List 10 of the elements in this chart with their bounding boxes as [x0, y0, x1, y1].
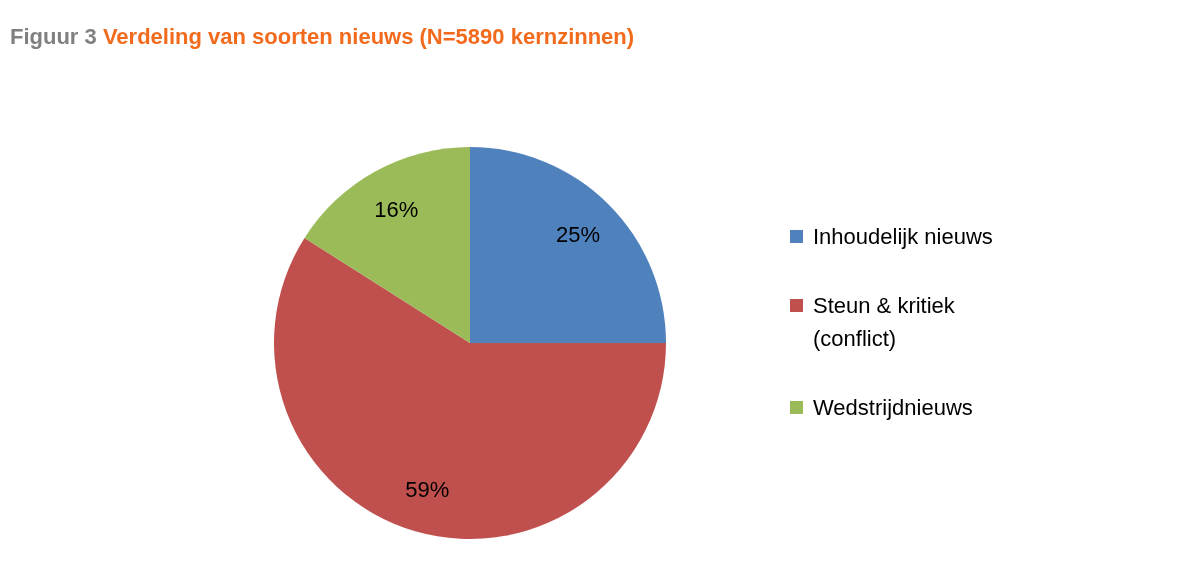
legend-label: Inhoudelijk nieuws: [813, 223, 994, 251]
pie-slice: [304, 147, 470, 343]
data-label: 16%: [374, 196, 419, 222]
legend-label: Wedstrijdnieuws: [813, 394, 974, 422]
chart-subtitle: Verdeling van soorten nieuws (N=5890 kernzinnen): [102, 24, 635, 49]
data-label: 59%: [405, 477, 450, 503]
data-label: 25%: [556, 222, 601, 248]
text: Figuur 3: [10, 24, 97, 49]
legend-label: Steun & kritiek (conflict): [813, 292, 956, 353]
pie-slice: [470, 147, 666, 343]
